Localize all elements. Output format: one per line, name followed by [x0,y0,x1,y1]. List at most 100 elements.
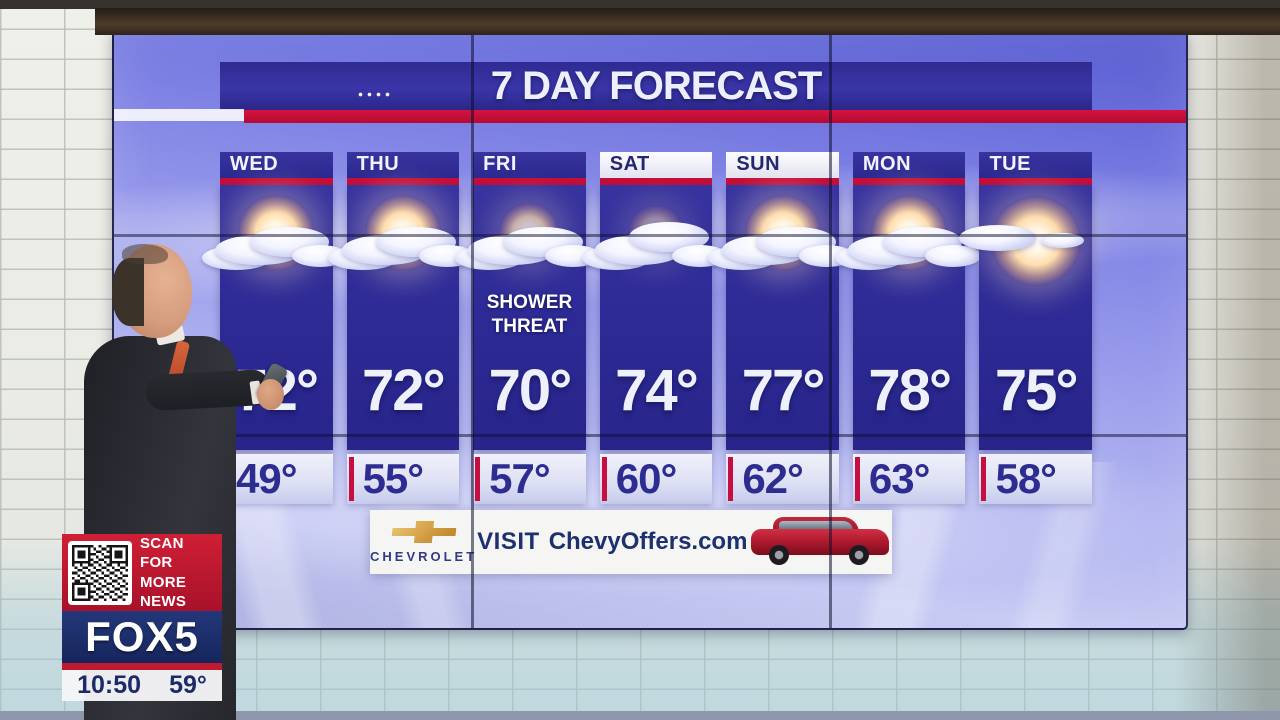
day-red-stripe [979,178,1093,185]
cta-prefix: VISIT [477,528,540,555]
high-temp: 75° [994,358,1079,423]
day-red-stripe [473,178,586,185]
low-temp-accent-bar [348,457,354,501]
low-temp: 63° [868,455,931,502]
low-temp: 58° [995,455,1057,502]
wall-seam-horizontal-2 [114,434,1186,437]
forecast-title: 7 DAY FORECAST [490,63,823,108]
red-suv-image [747,515,897,569]
low-temp: 60° [615,455,678,502]
day-panel: 72° [328,185,475,450]
low-temp-accent-bar [981,457,987,501]
suv-wheel-front [769,545,790,565]
high-temp: 70° [488,358,573,423]
high-temp: 72° [362,358,446,423]
sun-icon [871,194,948,271]
low-temp-box: 60° [599,454,713,504]
weather-icon [834,189,981,293]
floor-strip [0,711,1280,720]
high-temp: 72° [235,358,319,423]
day-panel: 72° [201,185,348,450]
low-temp-box: 57° [473,454,586,504]
day-panel: 74° [581,185,728,450]
low-temp: 62° [742,455,804,502]
low-temp-accent-bar [601,457,607,501]
day-red-stripe [599,178,713,185]
title-white-strip [114,109,244,121]
day-header: WED [220,152,333,178]
low-temp: 55° [362,455,425,502]
sun-icon [499,202,560,263]
low-temp-accent-bar [475,457,481,501]
day-column: FRI SHOWER THREAT 70° 57° [455,152,602,504]
sun-icon [238,194,315,271]
low-temp: 57° [489,455,551,502]
day-column: SAT 74° 60° [581,152,728,504]
low-temp-accent-bar [728,457,734,501]
cta-url: ChevyOffers.com [548,528,748,555]
low-temp-box: 62° [726,454,839,504]
chevrolet-logo: CHEVROLET [370,521,477,564]
current-temp: 59° [169,671,207,699]
sponsor-banner: CHEVROLET VISIT ChevyOffers.com [370,510,892,574]
wall-seam-vertical-1 [471,32,474,628]
high-temp: 74° [615,358,699,423]
ceiling-beam [95,8,1280,35]
sun-icon [628,204,685,261]
sun-icon [990,196,1081,286]
day-red-stripe [220,178,333,185]
sun-icon [364,194,441,271]
weather-icon [581,189,728,293]
suv-wheel-rear [849,545,870,565]
day-note: SHOWER THREAT [486,292,573,337]
day-header: SUN [726,152,839,178]
qr-code-icon [68,540,132,605]
ceiling-line [0,0,1280,9]
day-column: THU 72° 55° [328,152,475,504]
low-temp-accent-bar [854,457,860,501]
high-temp: 78° [868,358,952,423]
day-panel: 75° [958,185,1093,450]
weather-icon [201,189,348,293]
current-time: 10:50 [77,671,142,699]
low-temp-box: 49° [220,454,333,504]
day-header: SAT [599,152,713,178]
day-red-stripe [852,178,966,185]
suv-windows [779,521,854,531]
weather-icon [958,189,1102,293]
day-red-stripe [726,178,839,185]
day-red-stripe [346,178,460,185]
low-temp-accent-bar [222,457,227,501]
low-temp-box: 55° [346,454,460,504]
day-panel: SHOWER THREAT 70° [455,185,602,450]
title-red-stripe [244,110,1186,123]
chevrolet-bowtie-icon [390,521,456,543]
station-logo-text: FOX5 [85,613,199,660]
weather-icon [455,189,602,293]
low-temp-box: 58° [979,454,1093,504]
right-shadow-tint [1175,0,1280,720]
day-column: SUN 77° 62° [708,152,855,504]
day-header: MON [852,152,966,178]
qr-panel: SCAN FOR MORE NEWS [62,534,222,611]
day-panel: 77° [708,185,855,450]
day-header: FRI [473,152,586,178]
sun-icon [744,194,821,271]
time-temp-bar: 10:50 59° [62,670,222,701]
day-column: WED 72° 49° [201,152,348,504]
day-header: TUE [979,152,1093,178]
sponsor-cta: VISIT ChevyOffers.com [477,528,747,556]
wall-seam-horizontal-1 [114,234,1186,237]
low-temp: 49° [236,455,298,502]
station-logo: FOX5 [62,611,222,670]
weather-icon [328,189,475,293]
day-column: MON 78° 63° [834,152,981,504]
forecast-columns: WED 72° 49° THU [201,152,1093,504]
day-header: THU [346,152,460,178]
day-column: TUE 75° 58° [958,152,1093,504]
qr-caption: SCAN FOR MORE NEWS [140,535,187,610]
studio-light-reflection [356,89,394,100]
forecast-title-banner: 7 DAY FORECAST [220,62,1092,110]
video-wall: 7 DAY FORECAST WED 72° 49° THU [112,30,1188,630]
